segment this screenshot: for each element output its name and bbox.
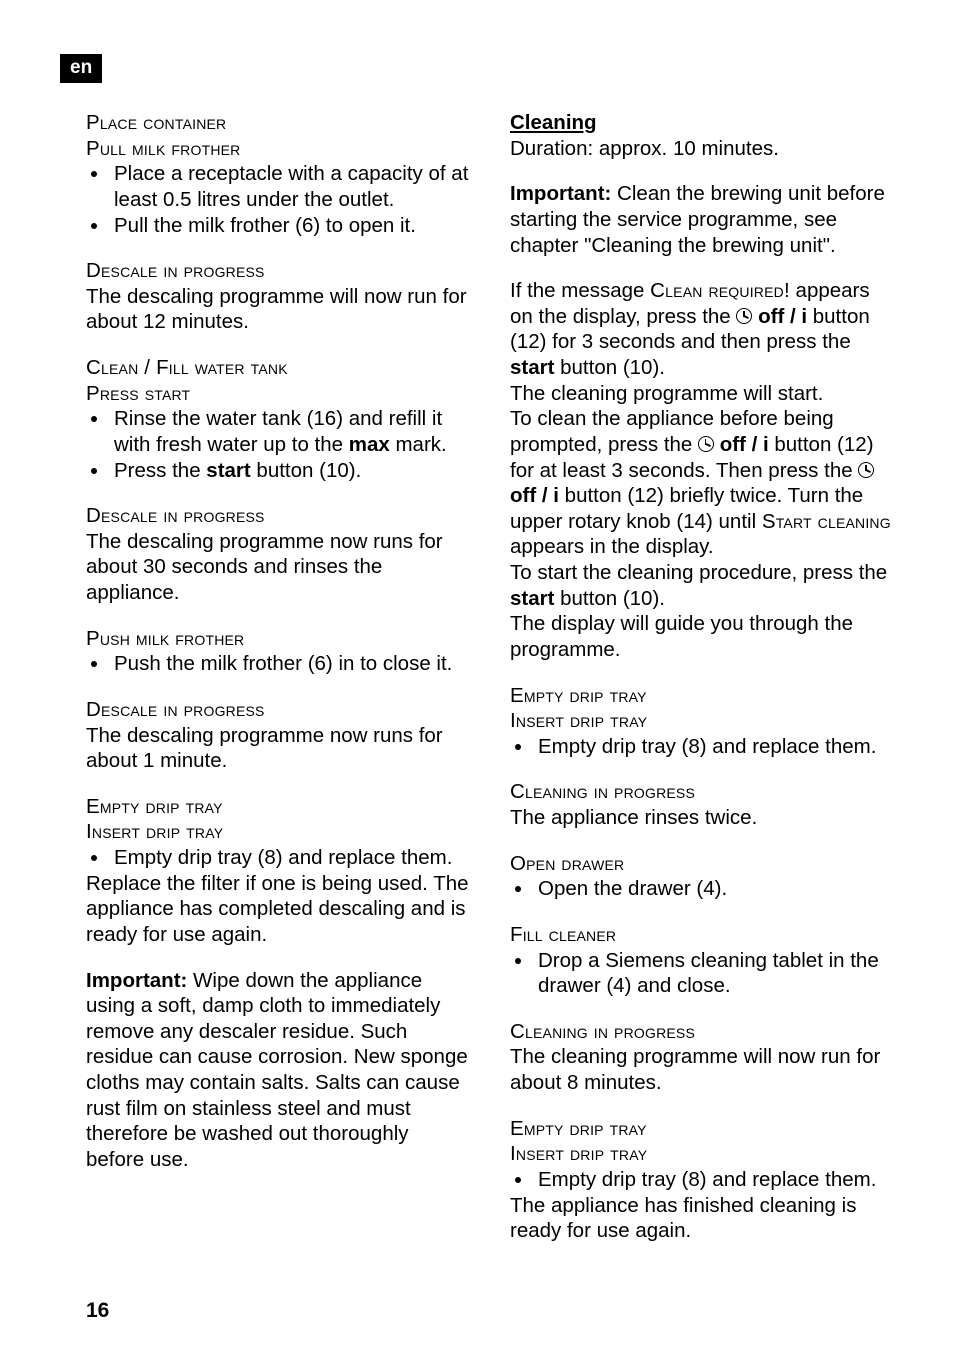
bullet-list: Drop a Siemens cleaning tablet in the dr… (510, 948, 894, 999)
step-heading: Descale in progress (86, 697, 470, 723)
bullet-list: Empty drip tray (8) and replace them. (510, 1167, 894, 1193)
list-item: Open the drawer (4). (534, 876, 894, 902)
body-text: The descaling programme will now run for… (86, 284, 470, 335)
step-heading: Clean / Fill water tank (86, 355, 470, 381)
page-number: 16 (86, 1298, 109, 1324)
clock-icon (698, 436, 714, 452)
body-text: Duration: approx. 10 minutes. (510, 136, 894, 162)
body-text: If the message Clean required! appears o… (510, 278, 894, 381)
text-bold: Important: (86, 969, 187, 992)
text-bold: off / i (752, 305, 807, 328)
list-item: Empty drip tray (8) and replace them. (534, 734, 894, 760)
body-text: The appliance rinses twice. (510, 805, 894, 831)
text-bold: max (349, 433, 390, 456)
text: button (10). (251, 459, 362, 482)
step-heading: Press start (86, 381, 470, 407)
step-heading: Empty drip tray (510, 1116, 894, 1142)
step-heading: Descale in progress (86, 258, 470, 284)
text-bold: start (510, 356, 554, 379)
step-heading: Push milk frother (86, 626, 470, 652)
text-bold: off / i (510, 484, 559, 507)
right-column: Cleaning Duration: approx. 10 minutes. I… (510, 110, 894, 1244)
step-heading: Cleaning in progress (510, 779, 894, 805)
bullet-list: Place a receptacle with a capacity of at… (86, 161, 470, 238)
display-text: Clean required! (650, 279, 790, 302)
text-bold: off / i (714, 433, 769, 456)
list-item: Push the milk frother (6) in to close it… (110, 651, 470, 677)
bullet-list: Push the milk frother (6) in to close it… (86, 651, 470, 677)
columns: Place container Pull milk frother Place … (86, 110, 894, 1244)
bullet-list: Empty drip tray (8) and replace them. (510, 734, 894, 760)
body-text: The cleaning programme will start. (510, 381, 894, 407)
body-text: The descaling programme now runs for abo… (86, 529, 470, 606)
list-item: Place a receptacle with a capacity of at… (110, 161, 470, 212)
body-text: The appliance has finished cleaning is r… (510, 1193, 894, 1244)
bullet-list: Open the drawer (4). (510, 876, 894, 902)
body-text: The cleaning programme will now run for … (510, 1044, 894, 1095)
clock-icon (736, 308, 752, 324)
text-bold: Important: (510, 182, 611, 205)
text: button (10). (554, 587, 665, 610)
list-item: Drop a Siemens cleaning tablet in the dr… (534, 948, 894, 999)
page: en Place container Pull milk frother Pla… (0, 0, 954, 1354)
list-item: Rinse the water tank (16) and refill it … (110, 406, 470, 457)
bullet-list: Rinse the water tank (16) and refill it … (86, 406, 470, 483)
text-bold: start (510, 587, 554, 610)
text-bold: start (206, 459, 250, 482)
text: mark. (390, 433, 447, 456)
text: button (10). (554, 356, 665, 379)
step-heading: Fill cleaner (510, 922, 894, 948)
text: appears in the display. (510, 535, 714, 558)
body-text: The descaling programme now runs for abo… (86, 723, 470, 774)
display-text: Start cleaning (762, 510, 891, 533)
text: If the message (510, 279, 650, 302)
body-text: Replace the filter if one is being used.… (86, 871, 470, 948)
step-heading: Descale in progress (86, 503, 470, 529)
body-text: Important: Wipe down the appliance using… (86, 968, 470, 1173)
step-heading: Insert drip tray (86, 819, 470, 845)
step-heading: Empty drip tray (86, 794, 470, 820)
list-item: Press the start button (10). (110, 458, 470, 484)
step-heading: Place container (86, 110, 470, 136)
text: Press the (114, 459, 206, 482)
step-heading: Open drawer (510, 851, 894, 877)
step-heading: Pull milk frother (86, 136, 470, 162)
clock-icon (858, 462, 874, 478)
bullet-list: Empty drip tray (8) and replace them. (86, 845, 470, 871)
body-text: The display will guide you through the p… (510, 611, 894, 662)
list-item: Pull the milk frother (6) to open it. (110, 213, 470, 239)
body-text: To start the cleaning procedure, press t… (510, 560, 894, 611)
list-item: Empty drip tray (8) and replace them. (110, 845, 470, 871)
text: To start the cleaning procedure, press t… (510, 561, 887, 584)
step-heading: Empty drip tray (510, 683, 894, 709)
text: Wipe down the appliance using a soft, da… (86, 969, 468, 1171)
body-text: To clean the appliance before being prom… (510, 406, 894, 560)
left-column: Place container Pull milk frother Place … (86, 110, 470, 1244)
list-item: Empty drip tray (8) and replace them. (534, 1167, 894, 1193)
step-heading: Cleaning in progress (510, 1019, 894, 1045)
step-heading: Insert drip tray (510, 708, 894, 734)
section-title: Cleaning (510, 110, 894, 136)
language-badge: en (60, 54, 102, 83)
step-heading: Insert drip tray (510, 1141, 894, 1167)
body-text: Important: Clean the brewing unit before… (510, 181, 894, 258)
